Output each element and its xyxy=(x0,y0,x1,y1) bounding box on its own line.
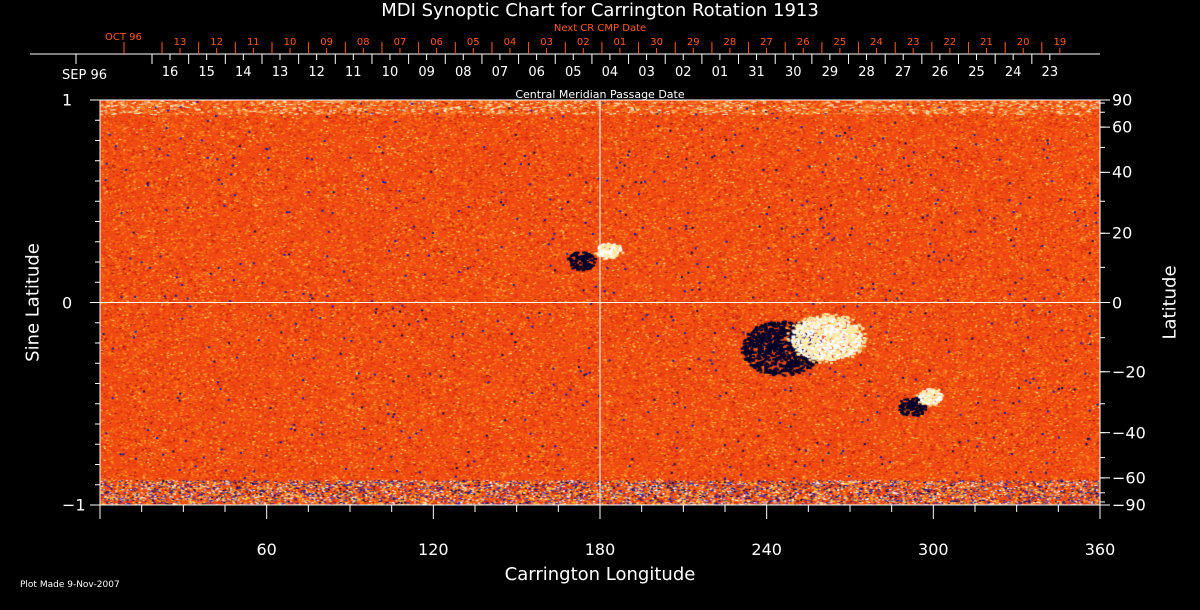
next-cr-date-label: 03 xyxy=(540,37,553,48)
next-cr-date-label: 01 xyxy=(613,37,627,48)
y-tick-label: 0 xyxy=(62,293,73,312)
top-axis-date-label: 04 xyxy=(601,65,619,80)
x-tick-label: 180 xyxy=(584,540,616,559)
next-cr-date-label: 19 xyxy=(1053,37,1067,48)
x-tick-label: 300 xyxy=(918,540,949,559)
plot-made-footer: Plot Made 9-Nov-2007 xyxy=(20,580,120,590)
y-right-tick-label: −60 xyxy=(1112,468,1146,488)
top-axis-date-label: 09 xyxy=(418,65,435,80)
next-cr-date-label: 11 xyxy=(246,37,260,48)
top-axis-date-label: 23 xyxy=(1041,65,1059,80)
next-cr-date-label: 09 xyxy=(320,37,333,48)
next-cr-date-label: 26 xyxy=(796,37,810,48)
next-cr-date-label: 12 xyxy=(210,37,224,48)
next-cr-date-label: 08 xyxy=(356,37,370,48)
x-tick-label: 240 xyxy=(751,540,782,559)
top-axis-date-label: 06 xyxy=(528,65,545,80)
top-axis-date-label: 03 xyxy=(638,65,655,80)
y-tick-label: −1 xyxy=(62,495,86,515)
y-right-tick-label: −90 xyxy=(1112,495,1146,515)
top-axis-date-label: 01 xyxy=(711,65,729,80)
y-axis-right-label: Latitude xyxy=(1159,265,1181,340)
top-axis-month: SEP 96 xyxy=(62,68,107,83)
top-axis-date-label: 15 xyxy=(198,65,215,80)
next-cr-date-label: 24 xyxy=(870,37,883,48)
next-cr-date-label: 27 xyxy=(760,37,773,48)
top-axis-date-label: 13 xyxy=(271,65,289,80)
next-cr-date-label: 07 xyxy=(393,37,407,48)
next-cr-date-label: 20 xyxy=(1016,37,1030,48)
top-axis-date-label: 11 xyxy=(345,65,362,80)
top-axis-date-label: 25 xyxy=(968,65,985,80)
top-axis-date-label: 05 xyxy=(564,65,582,80)
top-axis-label: Central Meridian Passage Date xyxy=(515,88,685,101)
top-axis-date-label: 27 xyxy=(894,65,912,80)
y-right-tick-label: −40 xyxy=(1112,423,1146,443)
top-axis-date-label: 24 xyxy=(1004,65,1022,80)
next-cr-date-label: 13 xyxy=(173,37,187,48)
top-axis-date-label: 07 xyxy=(491,65,509,80)
y-right-tick-label: 40 xyxy=(1112,162,1133,182)
y-right-tick-label: 90 xyxy=(1112,90,1133,110)
top-axis-date-label: 10 xyxy=(381,65,399,80)
top-axis-date-label: 30 xyxy=(784,65,802,80)
top-axis-date-label: 28 xyxy=(858,65,875,80)
top-axis-date-label: 14 xyxy=(235,65,252,80)
next-cr-date-label: 23 xyxy=(906,37,920,48)
next-cr-date-label: 04 xyxy=(503,37,517,48)
next-cr-date-label: 22 xyxy=(943,37,957,48)
chart-title: MDI Synoptic Chart for Carrington Rotati… xyxy=(381,0,819,21)
next-cr-date-label: 21 xyxy=(980,37,993,48)
next-cr-date-label: 10 xyxy=(283,37,297,48)
x-tick-label: 120 xyxy=(418,540,449,559)
next-cr-label: Next CR CMP Date xyxy=(553,23,647,34)
next-cr-month: OCT 96 xyxy=(105,32,142,43)
next-cr-date-label: 28 xyxy=(723,37,737,48)
y-right-tick-label: 0 xyxy=(1112,293,1123,312)
x-tick-label: 60 xyxy=(256,540,277,559)
top-axis-date-label: 16 xyxy=(161,65,179,80)
top-axis-date-label: 26 xyxy=(931,65,949,80)
top-axis-date-label: 08 xyxy=(454,65,472,80)
top-axis-date-label: 02 xyxy=(674,65,692,80)
x-tick-label: 360 xyxy=(1084,540,1116,559)
y-right-tick-label: 60 xyxy=(1112,117,1133,137)
next-cr-date-label: 29 xyxy=(686,37,700,48)
next-cr-date-label: 25 xyxy=(833,37,847,48)
x-axis-label: Carrington Longitude xyxy=(504,564,696,585)
top-axis-date-label: 12 xyxy=(308,65,325,80)
next-cr-date-label: 02 xyxy=(576,37,590,48)
y-tick-label: 1 xyxy=(62,90,73,110)
top-axis-date-label: 29 xyxy=(821,65,839,80)
y-axis-label: Sine Latitude xyxy=(22,243,44,362)
next-cr-date-label: 06 xyxy=(430,37,443,48)
y-right-tick-label: 20 xyxy=(1112,223,1133,243)
y-right-tick-label: −20 xyxy=(1112,362,1146,382)
next-cr-date-label: 30 xyxy=(650,37,663,48)
next-cr-date-label: 05 xyxy=(466,37,480,48)
top-axis-date-label: 31 xyxy=(748,65,765,80)
